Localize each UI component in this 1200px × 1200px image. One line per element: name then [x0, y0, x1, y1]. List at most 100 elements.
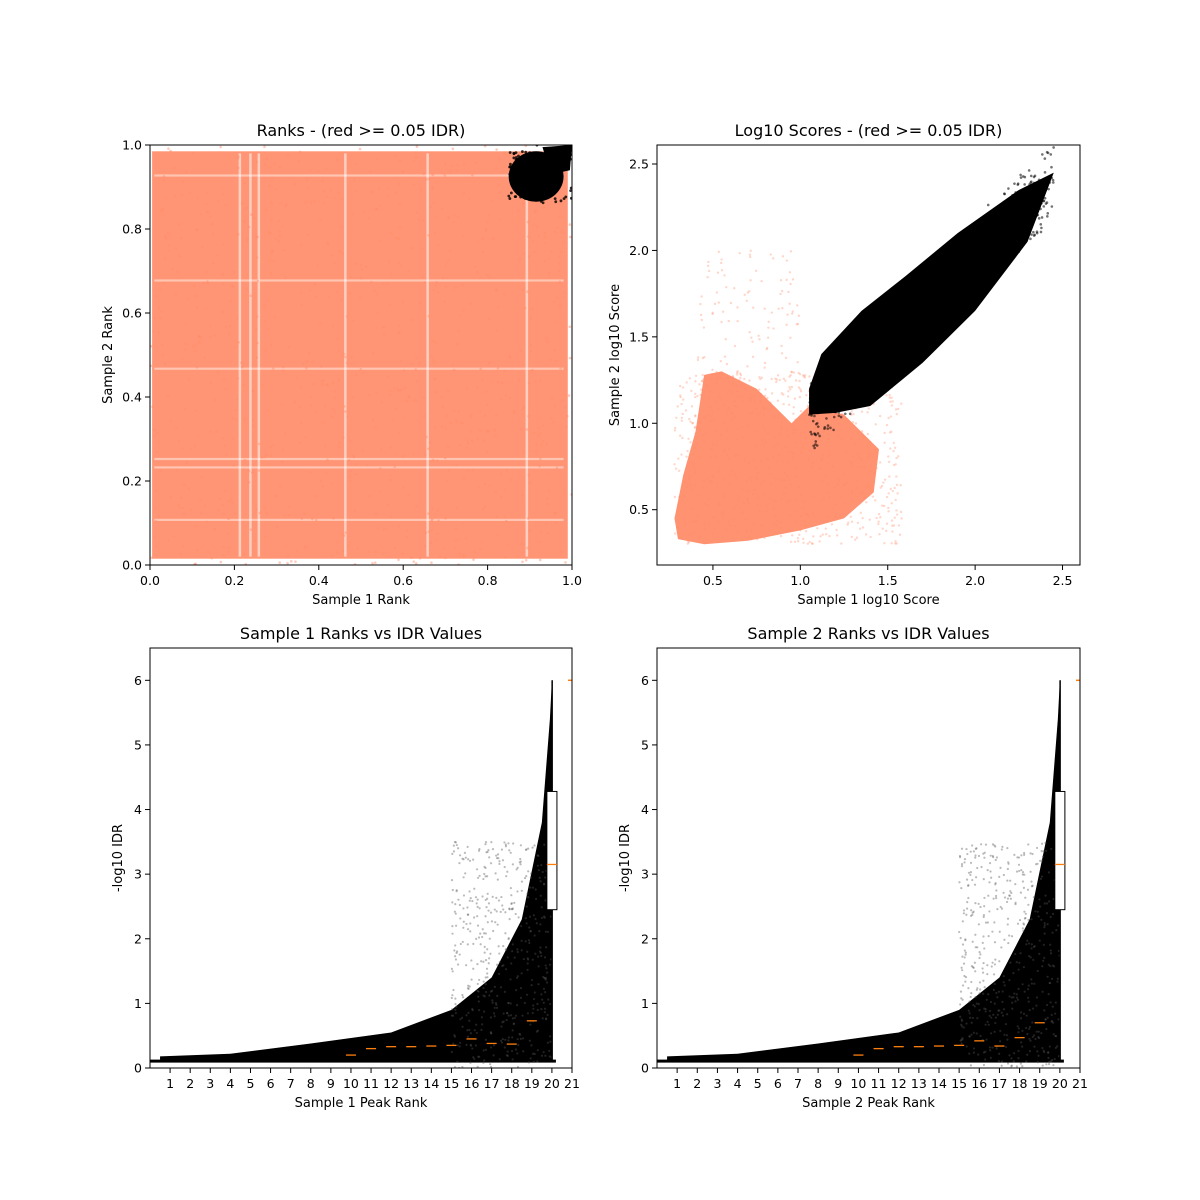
scatter-point: [504, 845, 508, 848]
scatter-point: [696, 356, 700, 359]
y-tick-label: 0.6: [122, 306, 142, 321]
scatter-point: [967, 986, 970, 990]
scatter-point: [300, 517, 304, 520]
scatter-point: [454, 958, 458, 961]
scatter-point: [524, 917, 527, 920]
scatter-point: [751, 411, 754, 414]
scatter-point: [389, 446, 393, 449]
scatter-point: [544, 522, 548, 526]
scatter-point: [545, 1017, 548, 1020]
scatter-point: [982, 992, 985, 995]
scatter-point: [271, 367, 275, 370]
scatter-point: [338, 441, 341, 444]
scatter-point: [507, 1001, 510, 1004]
scatter-point: [797, 486, 801, 489]
scatter-point: [1012, 972, 1015, 975]
scatter-point: [382, 332, 386, 336]
scatter-point: [1028, 212, 1031, 215]
scatter-point: [167, 539, 170, 542]
scatter-point: [464, 536, 468, 540]
scatter-point: [715, 486, 719, 489]
scatter-point: [997, 990, 1001, 993]
scatter-point: [1026, 235, 1030, 239]
scatter-point: [539, 894, 542, 897]
scatter-point: [979, 274, 983, 278]
scatter-point: [788, 479, 791, 482]
scatter-point: [1019, 952, 1022, 955]
scatter-point: [820, 379, 824, 382]
scatter-point: [790, 385, 794, 389]
scatter-point: [1006, 1062, 1010, 1065]
scatter-point: [971, 844, 974, 847]
scatter-point: [548, 963, 552, 966]
x-tick-label: 12: [891, 1076, 907, 1091]
scatter-point: [398, 202, 401, 206]
point-field: [152, 151, 568, 559]
scatter-point: [767, 467, 771, 470]
scatter-point: [329, 188, 333, 191]
scatter-point: [891, 400, 894, 403]
scatter-point: [892, 463, 896, 467]
scatter-point: [526, 290, 529, 293]
scatter-point: [312, 382, 316, 386]
scatter-point: [431, 507, 434, 511]
scatter-point: [992, 988, 995, 991]
scatter-point: [510, 907, 513, 911]
scatter-point: [731, 376, 735, 379]
scatter-point: [468, 1019, 471, 1022]
scatter-point: [532, 997, 536, 1001]
scatter-point: [700, 393, 703, 397]
scatter-point: [511, 1017, 514, 1020]
scatter-point: [304, 436, 307, 439]
scatter-point: [531, 240, 535, 243]
scatter-point: [998, 930, 1001, 933]
scatter-point: [163, 178, 166, 182]
scatter-point: [832, 415, 836, 419]
scatter-point: [534, 208, 537, 212]
scatter-point: [1022, 197, 1026, 200]
scatter-point: [890, 430, 893, 434]
scatter-point: [772, 327, 775, 330]
scatter-point: [508, 907, 511, 910]
scatter-point: [162, 281, 166, 285]
scatter-point: [737, 390, 740, 393]
scatter-point: [749, 249, 752, 253]
scatter-point: [974, 946, 977, 949]
scatter-point: [1000, 1060, 1004, 1063]
scatter-point: [1030, 943, 1033, 946]
scatter-point: [918, 300, 922, 304]
scatter-point: [355, 374, 358, 377]
scatter-point: [877, 512, 881, 516]
scatter-point: [943, 303, 946, 307]
scatter-point: [985, 215, 989, 218]
scatter-point: [996, 1013, 999, 1016]
scatter-point: [298, 441, 302, 445]
scatter-point: [877, 520, 880, 523]
scatter-point: [827, 438, 830, 441]
scatter-point: [349, 479, 352, 483]
scatter-point: [240, 365, 244, 369]
scatter-point: [436, 532, 439, 536]
scatter-point: [691, 453, 695, 456]
scatter-point: [700, 379, 704, 383]
scatter-point: [536, 167, 539, 171]
scatter-point: [843, 483, 846, 486]
scatter-point: [788, 271, 792, 274]
scatter-point: [871, 375, 875, 379]
x-tick-label: 5: [754, 1076, 762, 1091]
scatter-point: [543, 1010, 547, 1014]
scatter-point: [756, 413, 759, 416]
scatter-point: [679, 394, 682, 397]
scatter-point: [979, 988, 982, 991]
scatter-point: [984, 1007, 987, 1011]
x-tick-label: 8: [307, 1076, 315, 1091]
scatter-point: [553, 511, 557, 515]
scatter-point: [232, 464, 235, 467]
scatter-point: [194, 349, 198, 353]
scatter-point: [864, 533, 868, 536]
scatter-point: [806, 513, 809, 516]
scatter-point: [750, 529, 753, 533]
scatter-point: [506, 1012, 509, 1015]
scatter-point: [819, 381, 823, 384]
scatter-point: [252, 216, 256, 220]
